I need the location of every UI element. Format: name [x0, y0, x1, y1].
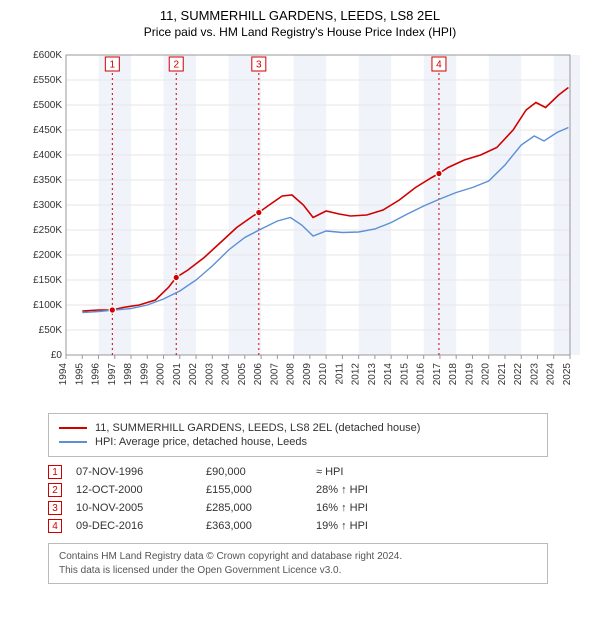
svg-text:2008: 2008: [286, 363, 297, 386]
svg-text:£300K: £300K: [33, 200, 62, 211]
svg-text:2013: 2013: [367, 363, 378, 386]
legend-label: HPI: Average price, detached house, Leed…: [95, 436, 307, 448]
svg-text:1: 1: [110, 60, 116, 71]
svg-text:£0: £0: [51, 350, 63, 361]
svg-text:2020: 2020: [481, 363, 492, 386]
svg-text:2001: 2001: [172, 363, 183, 386]
svg-text:2: 2: [173, 60, 179, 71]
sale-price: £363,000: [206, 520, 316, 532]
svg-text:2002: 2002: [188, 363, 199, 386]
svg-text:2017: 2017: [432, 363, 443, 386]
table-row: 4 09-DEC-2016 £363,000 19% ↑ HPI: [48, 519, 592, 533]
svg-text:£550K: £550K: [33, 75, 62, 86]
svg-text:2007: 2007: [269, 363, 280, 386]
legend-swatch-property: [59, 427, 87, 429]
line-chart-svg: £0 £50K £100K £150K £200K £250K £300K £350K £400…: [20, 45, 580, 405]
svg-text:2018: 2018: [448, 363, 459, 386]
svg-text:2014: 2014: [383, 363, 394, 386]
svg-text:2023: 2023: [529, 363, 540, 386]
svg-text:£50K: £50K: [39, 325, 63, 336]
attribution-line: This data is licensed under the Open Gov…: [59, 564, 537, 578]
svg-text:3: 3: [256, 60, 262, 71]
svg-text:4: 4: [436, 60, 442, 71]
svg-text:2009: 2009: [302, 363, 313, 386]
svg-text:2004: 2004: [221, 363, 232, 386]
svg-text:£100K: £100K: [33, 300, 62, 311]
svg-text:2011: 2011: [334, 363, 345, 385]
svg-text:1994: 1994: [58, 363, 69, 386]
svg-text:1996: 1996: [91, 363, 102, 386]
svg-text:2006: 2006: [253, 363, 264, 386]
chart-title-block: 11, SUMMERHILL GARDENS, LEEDS, LS8 2EL P…: [8, 8, 592, 39]
table-row: 3 10-NOV-2005 £285,000 16% ↑ HPI: [48, 501, 592, 515]
sale-price: £285,000: [206, 502, 316, 514]
table-row: 2 12-OCT-2000 £155,000 28% ↑ HPI: [48, 483, 592, 497]
svg-text:2022: 2022: [513, 363, 524, 386]
svg-text:2012: 2012: [351, 363, 362, 386]
sale-price: £90,000: [206, 466, 316, 478]
svg-text:2005: 2005: [237, 363, 248, 386]
sale-vs-hpi: ≈ HPI: [316, 466, 416, 478]
sale-marker-icon: 4: [48, 519, 62, 533]
sale-price: £155,000: [206, 484, 316, 496]
svg-text:£350K: £350K: [33, 175, 62, 186]
table-row: 1 07-NOV-1996 £90,000 ≈ HPI: [48, 465, 592, 479]
svg-text:1999: 1999: [139, 363, 150, 386]
svg-text:£450K: £450K: [33, 125, 62, 136]
attribution-line: Contains HM Land Registry data © Crown c…: [59, 550, 537, 564]
sale-date: 09-DEC-2016: [76, 520, 206, 532]
legend-row: 11, SUMMERHILL GARDENS, LEEDS, LS8 2EL (…: [59, 422, 537, 434]
svg-text:1995: 1995: [74, 363, 85, 386]
svg-text:£200K: £200K: [33, 250, 62, 261]
sale-date: 10-NOV-2005: [76, 502, 206, 514]
attribution-box: Contains HM Land Registry data © Crown c…: [48, 543, 548, 584]
title-line-1: 11, SUMMERHILL GARDENS, LEEDS, LS8 2EL: [8, 8, 592, 23]
legend-box: 11, SUMMERHILL GARDENS, LEEDS, LS8 2EL (…: [48, 413, 548, 457]
svg-text:£150K: £150K: [33, 275, 62, 286]
legend-label: 11, SUMMERHILL GARDENS, LEEDS, LS8 2EL (…: [95, 422, 420, 434]
sale-marker-icon: 1: [48, 465, 62, 479]
svg-text:2021: 2021: [497, 363, 508, 386]
svg-text:1998: 1998: [123, 363, 134, 386]
title-line-2: Price paid vs. HM Land Registry's House …: [8, 25, 592, 39]
sale-marker-icon: 2: [48, 483, 62, 497]
svg-text:2010: 2010: [318, 363, 329, 386]
sale-vs-hpi: 19% ↑ HPI: [316, 520, 416, 532]
legend-swatch-hpi: [59, 441, 87, 443]
svg-text:2025: 2025: [562, 363, 573, 386]
legend-row: HPI: Average price, detached house, Leed…: [59, 436, 537, 448]
svg-text:2019: 2019: [464, 363, 475, 386]
sale-marker-icon: 3: [48, 501, 62, 515]
sale-vs-hpi: 16% ↑ HPI: [316, 502, 416, 514]
svg-text:2024: 2024: [546, 363, 557, 386]
svg-text:2000: 2000: [156, 363, 167, 386]
svg-text:£250K: £250K: [33, 225, 62, 236]
chart-area: £0 £50K £100K £150K £200K £250K £300K £350K £400…: [20, 45, 580, 405]
sale-date: 12-OCT-2000: [76, 484, 206, 496]
svg-text:1997: 1997: [107, 363, 118, 386]
sales-table: 1 07-NOV-1996 £90,000 ≈ HPI 2 12-OCT-200…: [48, 465, 592, 533]
svg-text:2016: 2016: [416, 363, 427, 386]
svg-text:2015: 2015: [399, 363, 410, 386]
svg-text:£600K: £600K: [33, 50, 62, 61]
svg-text:£400K: £400K: [33, 150, 62, 161]
sale-date: 07-NOV-1996: [76, 466, 206, 478]
svg-text:2003: 2003: [204, 363, 215, 386]
sale-vs-hpi: 28% ↑ HPI: [316, 484, 416, 496]
svg-text:£500K: £500K: [33, 100, 62, 111]
